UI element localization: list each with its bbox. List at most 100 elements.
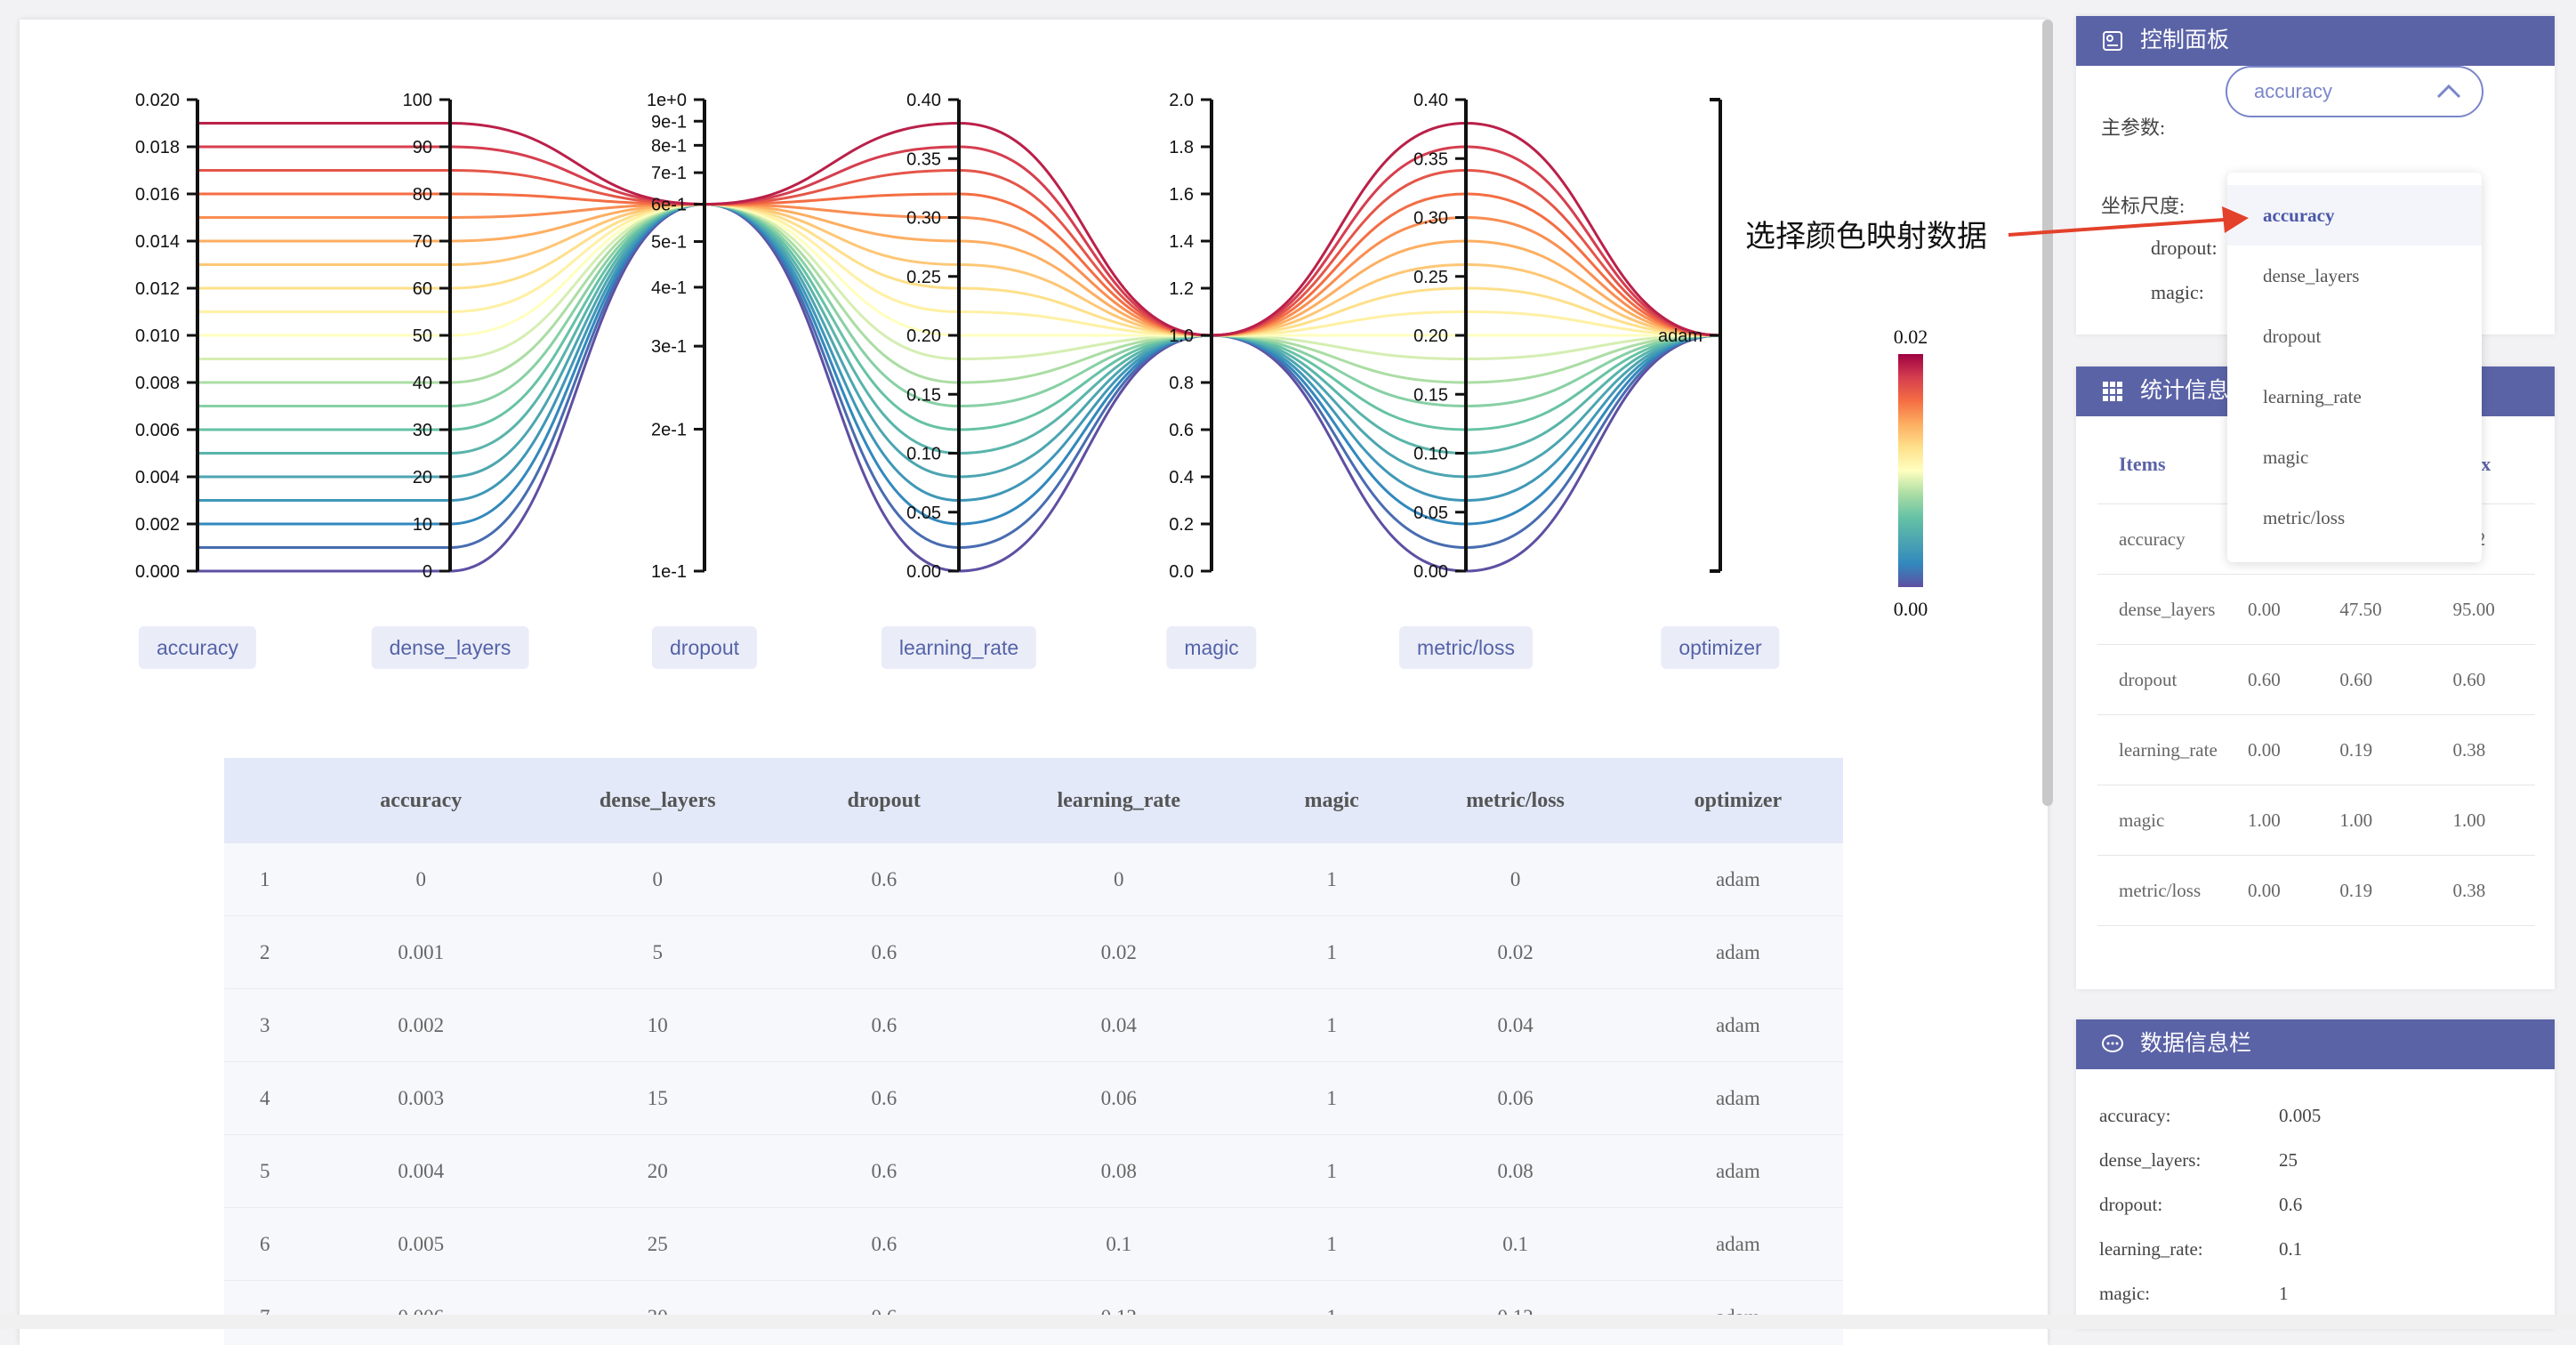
axis-tick-label: 1e-1 — [651, 562, 687, 582]
axis-tick-label: 20 — [413, 468, 432, 487]
axis-tick-label: 0.012 — [135, 279, 180, 299]
axis-tick-label: 40 — [413, 374, 432, 393]
axis-tick-label: 4e-1 — [651, 278, 687, 298]
stats-cell: 0.38 — [2431, 856, 2535, 926]
axis-tick-label: 0.0 — [1169, 562, 1194, 582]
axis-pill-learning_rate[interactable]: learning_rate — [881, 626, 1036, 669]
info-item: dense_layers:25 — [2099, 1149, 2201, 1172]
axis-pill-optimizer[interactable]: optimizer — [1661, 626, 1779, 669]
table-header-cell[interactable]: optimizer — [1633, 758, 1843, 843]
table-cell: 5 — [519, 916, 796, 989]
table-header-cell[interactable]: dropout — [796, 758, 972, 843]
axis-tick-label: 0.40 — [906, 91, 941, 110]
axis-pill-dense_layers[interactable]: dense_layers — [372, 626, 529, 669]
axis-pill-metric-loss[interactable]: metric/loss — [1399, 626, 1533, 669]
axis-tick-label: 0.016 — [135, 185, 180, 205]
table-cell: 0.12 — [1397, 1281, 1632, 1345]
axis-tick-label: 0.30 — [1413, 209, 1448, 229]
dropdown-option-dropout[interactable]: dropout — [2227, 306, 2482, 366]
table-cell: 0 — [519, 843, 796, 916]
table-cell: 0 — [323, 843, 519, 916]
table-header-cell[interactable]: metric/loss — [1397, 758, 1632, 843]
stats-cell: magic — [2097, 785, 2226, 856]
table-cell: 0.06 — [1397, 1062, 1632, 1135]
axis-tick-label: 0.05 — [906, 503, 941, 523]
table-cell: 0 — [1397, 843, 1632, 916]
table-cell: 0.6 — [796, 843, 972, 916]
axis-tick-label: 0.10 — [906, 445, 941, 464]
stats-cell: 47.50 — [2318, 575, 2431, 645]
annotation-text: 选择颜色映射数据 — [1745, 212, 1987, 255]
axis-tick-label: 0.00 — [906, 562, 941, 582]
stats-cell: 0.60 — [2226, 645, 2318, 715]
axis-tick-label: 30 — [413, 421, 432, 440]
scrollbar[interactable] — [2042, 20, 2053, 806]
table-cell: 0.08 — [972, 1135, 1266, 1208]
table-header-cell[interactable] — [224, 758, 323, 843]
axis-tick-label: 8e-1 — [651, 136, 687, 156]
table-row[interactable]: 70.006300.60.1210.12adam — [224, 1281, 1843, 1345]
axis-tick-label: 0.018 — [135, 138, 180, 157]
axis-tick-label: 0.014 — [135, 232, 180, 252]
axis-pill-magic[interactable]: magic — [1166, 626, 1256, 669]
dropdown-option-metric-loss[interactable]: metric/loss — [2227, 487, 2482, 548]
stats-cell: 0.00 — [2226, 856, 2318, 926]
stats-cell: 0.19 — [2318, 715, 2431, 785]
axis-tick-label: 0.000 — [135, 562, 180, 582]
table-cell: 10 — [519, 989, 796, 1062]
info-key: accuracy: — [2099, 1105, 2170, 1126]
axis-tick-label: 2.0 — [1169, 91, 1194, 110]
table-cell: 1 — [1266, 989, 1398, 1062]
dropdown-option-learning_rate[interactable]: learning_rate — [2227, 366, 2482, 427]
axis-tick-label: 10 — [413, 515, 432, 535]
table-cell: adam — [1633, 1281, 1843, 1345]
info-key: dense_layers: — [2099, 1149, 2201, 1171]
table-cell: adam — [1633, 989, 1843, 1062]
table-cell: adam — [1633, 1208, 1843, 1281]
axis-metric-loss: 0.000.050.100.150.200.250.300.350.40 — [1413, 91, 1466, 582]
axis-learning_rate: 0.000.050.100.150.200.250.300.350.40 — [906, 91, 959, 582]
axis-tick-label: 0.002 — [135, 515, 180, 535]
colorbar-min-label: 0.00 — [1894, 598, 1928, 620]
table-header-cell[interactable]: learning_rate — [972, 758, 1266, 843]
axis-tick-label: 0.010 — [135, 326, 180, 346]
dropdown-option-magic[interactable]: magic — [2227, 427, 2482, 487]
info-item: learning_rate:0.1 — [2099, 1238, 2203, 1260]
info-value: 0.005 — [2279, 1105, 2321, 1127]
dropdown-option-dense_layers[interactable]: dense_layers — [2227, 246, 2482, 306]
stats-cell: 0.60 — [2318, 645, 2431, 715]
table-header-cell[interactable]: accuracy — [323, 758, 519, 843]
axis-pill-accuracy[interactable]: accuracy — [139, 626, 256, 669]
table-cell: 0.004 — [323, 1135, 519, 1208]
axis-tick-label: 60 — [413, 279, 432, 299]
info-key: dropout: — [2099, 1194, 2162, 1215]
table-header-cell[interactable]: magic — [1266, 758, 1398, 843]
table-cell: 1 — [1266, 1208, 1398, 1281]
control-panel-header: 控制面板 — [2076, 16, 2555, 66]
table-cell: 0.6 — [796, 989, 972, 1062]
table-cell: 0.6 — [796, 916, 972, 989]
parallel-coordinates-chart[interactable]: 0.0000.0020.0040.0060.0080.0100.0120.014… — [20, 20, 2048, 713]
chevron-up-icon — [2435, 82, 2462, 100]
table-cell: 0 — [972, 843, 1266, 916]
table-header-cell[interactable]: dense_layers — [519, 758, 796, 843]
dropdown-option-accuracy[interactable]: accuracy — [2227, 185, 2482, 246]
axis-tick-label: 100 — [403, 91, 432, 110]
axis-tick-label: 0.6 — [1169, 421, 1194, 440]
axis-tick-label: 7e-1 — [651, 164, 687, 183]
axis-tick-label: adam — [1658, 326, 1703, 346]
table-cell: 0.6 — [796, 1135, 972, 1208]
axis-tick-label: 50 — [413, 326, 432, 346]
axis-tick-label: 0.2 — [1169, 515, 1194, 535]
main-param-select[interactable]: accuracy — [2226, 66, 2483, 117]
axis-pill-dropout[interactable]: dropout — [652, 626, 757, 669]
axis-tick-label: 0.25 — [1413, 268, 1448, 287]
